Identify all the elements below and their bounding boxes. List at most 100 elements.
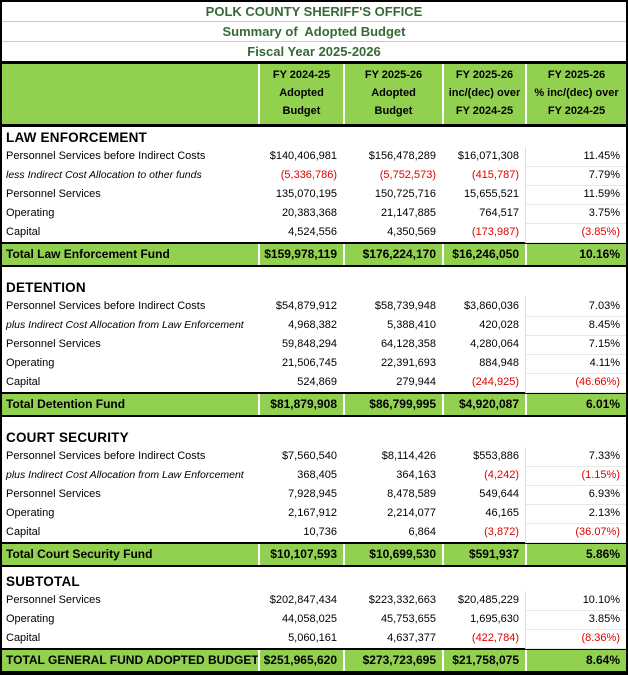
row-label: plus Indirect Cost Allocation from Law E… (6, 469, 244, 481)
row-label: Operating (6, 207, 55, 219)
table-row: Capital 10,736 6,864 (3,872) (36.07%) (2, 523, 626, 543)
section-detention: DETENTION Personnel Services before Indir… (2, 277, 626, 417)
cell-fy2024-25-budget: $7,560,540 (281, 450, 337, 462)
cell-fy2025-26-budget: (5,752,573) (379, 169, 436, 181)
row-label: Personnel Services before Indirect Costs (6, 450, 206, 462)
cell-fy2025-26-budget: 45,753,655 (380, 613, 436, 625)
cell-pct-inc-dec: (36.07%) (525, 523, 626, 543)
cell-fy2025-26-budget: $8,114,426 (381, 450, 436, 462)
cell-inc-dec: (415,787) (471, 169, 519, 181)
cell-fy2024-25-budget: 59,848,294 (281, 338, 337, 350)
cell-fy2024-25-budget: $54,879,912 (275, 300, 337, 312)
cell-pct-inc-dec: 6.93% (525, 485, 626, 505)
cell-pct-inc-dec: 8.45% (525, 316, 626, 336)
table-row: Personnel Services 135,070,195 150,725,716… (2, 185, 626, 205)
cell-inc-dec: 549,644 (479, 488, 519, 500)
cell-inc-dec: (244,925) (471, 376, 519, 388)
total-cell-fy2025-26-budget: $273,723,695 (343, 650, 442, 671)
cell-fy2025-26-budget: $223,332,663 (368, 594, 436, 606)
row-label: Personnel Services (6, 338, 101, 350)
table-row: Capital 5,060,161 4,637,377 (422,784) (8.36%… (2, 629, 626, 649)
org-title: POLK COUNTY SHERIFF'S OFFICE (2, 2, 626, 22)
cell-inc-dec: 46,165 (485, 507, 519, 519)
row-label: Operating (6, 357, 55, 369)
cell-inc-dec: $3,860,036 (463, 300, 519, 312)
column-header-inc-dec: FY 2025-26 inc/(dec) over FY 2024-25 (442, 64, 525, 124)
cell-fy2025-26-budget: 22,391,693 (380, 357, 436, 369)
total-cell-fy2025-26-budget: $176,224,170 (343, 244, 442, 265)
cell-fy2024-25-budget: $202,847,434 (269, 594, 337, 606)
cell-fy2024-25-budget: 7,928,945 (288, 488, 337, 500)
cell-fy2025-26-budget: $156,478,289 (368, 150, 436, 162)
cell-pct-inc-dec: (3.85%) (525, 223, 626, 243)
section-total-row: Total Court Security Fund $10,107,593 $10,… (2, 542, 626, 567)
total-cell-pct-inc-dec: 10.16% (525, 244, 626, 265)
table-row: Personnel Services 7,928,945 8,478,589 549,… (2, 485, 626, 505)
cell-fy2024-25-budget: 368,405 (297, 469, 337, 481)
total-cell-fy2025-26-budget: $10,699,530 (343, 544, 442, 565)
total-label: TOTAL GENERAL FUND ADOPTED BUDGET (6, 653, 258, 667)
table-row: plus Indirect Cost Allocation from Law E… (2, 316, 626, 336)
row-label: Capital (6, 632, 41, 644)
table-row: less Indirect Cost Allocation to other f… (2, 166, 626, 186)
cell-fy2025-26-budget: 64,128,358 (380, 338, 436, 350)
cell-inc-dec: 4,280,064 (470, 338, 519, 350)
section-court-security: COURT SECURITY Personnel Services before … (2, 427, 626, 567)
report-title: Summary of Adopted Budget (2, 22, 626, 42)
cell-pct-inc-dec: 10.10% (525, 591, 626, 611)
cell-inc-dec: 420,028 (479, 319, 519, 331)
section-heading: COURT SECURITY (6, 430, 129, 445)
cell-fy2024-25-budget: 4,524,556 (288, 226, 337, 238)
cell-inc-dec: 764,517 (479, 207, 519, 219)
row-label: Operating (6, 613, 55, 625)
table-row: Personnel Services $202,847,434 $223,332,6… (2, 591, 626, 611)
cell-pct-inc-dec: 11.59% (525, 185, 626, 205)
column-header-pct-inc-dec: FY 2025-26 % inc/(dec) over FY 2024-25 (525, 64, 626, 124)
cell-fy2024-25-budget: 524,869 (297, 376, 337, 388)
total-cell-fy2025-26-budget: $86,799,995 (343, 394, 442, 415)
table-row: Operating 21,506,745 22,391,693 884,948 4.11… (2, 354, 626, 374)
row-label: Capital (6, 226, 41, 238)
total-cell-pct-inc-dec: 8.64% (525, 650, 626, 671)
cell-inc-dec: (422,784) (471, 632, 519, 644)
fiscal-year-subtitle: Fiscal Year 2025-2026 (247, 44, 381, 59)
cell-pct-inc-dec: 3.85% (525, 610, 626, 630)
section-heading: SUBTOTAL (6, 574, 80, 589)
table-row: Personnel Services before Indirect Costs… (2, 297, 626, 317)
cell-fy2025-26-budget: 8,478,589 (387, 488, 436, 500)
cell-fy2025-26-budget: 2,214,077 (387, 507, 436, 519)
total-cell-inc-dec: $591,937 (442, 544, 525, 565)
table-row: Personnel Services 59,848,294 64,128,358 4,… (2, 335, 626, 355)
total-cell-fy2024-25-budget: $10,107,593 (258, 544, 343, 565)
cell-fy2024-25-budget: 10,736 (303, 526, 337, 538)
cell-fy2025-26-budget: 4,350,569 (387, 226, 436, 238)
cell-inc-dec: 1,695,630 (470, 613, 519, 625)
title-block: POLK COUNTY SHERIFF'S OFFICE Summary of … (2, 2, 626, 61)
section-heading: DETENTION (6, 280, 86, 295)
row-label: Capital (6, 376, 41, 388)
cell-inc-dec: (173,987) (471, 226, 519, 238)
cell-fy2025-26-budget: 364,163 (396, 469, 436, 481)
section-subtotal: SUBTOTAL Personnel Services $202,847,434 $2… (2, 571, 626, 673)
total-label: Total Detention Fund (6, 397, 126, 411)
table-row: Capital 4,524,556 4,350,569 (173,987) (3.85%… (2, 223, 626, 243)
cell-fy2024-25-budget: 44,058,025 (281, 613, 337, 625)
cell-pct-inc-dec: (1.15%) (525, 466, 626, 486)
total-cell-pct-inc-dec: 6.01% (525, 394, 626, 415)
cell-pct-inc-dec: 7.15% (525, 335, 626, 355)
cell-inc-dec: (4,242) (484, 469, 519, 481)
table-row: Personnel Services before Indirect Costs… (2, 447, 626, 467)
cell-inc-dec: $16,071,308 (457, 150, 519, 162)
cell-pct-inc-dec: (46.66%) (525, 373, 626, 393)
cell-inc-dec: 884,948 (479, 357, 519, 369)
column-header-fy2024-25-budget: FY 2024-25 Adopted Budget (258, 64, 343, 124)
row-label: Personnel Services (6, 488, 101, 500)
cell-pct-inc-dec: 11.45% (525, 147, 626, 167)
column-header-fy2025-26-budget: FY 2025-26 Adopted Budget (343, 64, 442, 124)
row-label: Operating (6, 507, 55, 519)
cell-fy2025-26-budget: 5,388,410 (387, 319, 436, 331)
row-label: Personnel Services before Indirect Costs (6, 300, 206, 312)
total-cell-inc-dec: $16,246,050 (442, 244, 525, 265)
section-heading: LAW ENFORCEMENT (6, 130, 147, 145)
table-body: LAW ENFORCEMENT Personnel Services before… (2, 127, 626, 673)
